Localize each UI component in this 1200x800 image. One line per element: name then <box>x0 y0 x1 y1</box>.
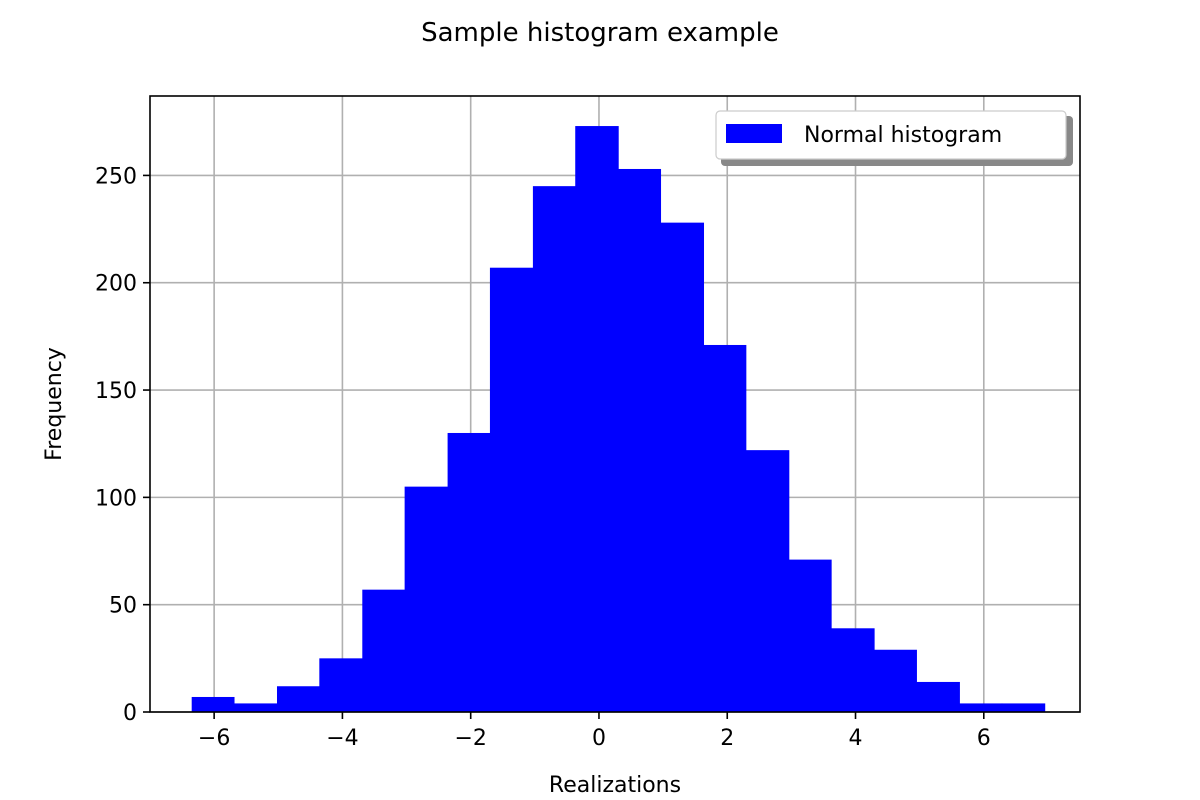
x-tick-label: 2 <box>720 726 734 751</box>
histogram-bar <box>489 267 534 712</box>
y-tick-label: 0 <box>123 701 137 726</box>
legend-box <box>715 110 1067 160</box>
histogram-bar <box>874 649 917 712</box>
histogram-bar <box>1001 703 1046 712</box>
histogram-bar <box>959 703 1003 712</box>
histogram-bar <box>575 126 619 713</box>
histogram-bar <box>703 344 747 712</box>
y-tick-label: 250 <box>95 164 137 189</box>
x-tick-label: −6 <box>198 726 230 751</box>
histogram-bar <box>532 186 576 712</box>
legend-swatch <box>726 124 782 143</box>
x-axis-ticks: −6 −4 −2 0 2 4 6 <box>198 712 991 751</box>
x-tick-label: 6 <box>977 726 991 751</box>
chart-title: Sample histogram example <box>421 18 779 48</box>
y-tick-label: 150 <box>95 379 137 404</box>
histogram-bar <box>447 432 491 712</box>
histogram-bar <box>745 450 790 712</box>
y-tick-label: 50 <box>109 594 137 619</box>
histogram-bar <box>916 681 960 712</box>
histogram-bar <box>831 628 875 712</box>
histogram-bar <box>404 486 449 712</box>
y-tick-label: 100 <box>95 486 137 511</box>
plot-area-frame <box>149 95 1081 713</box>
histogram-bar <box>362 589 406 712</box>
x-tick-label: −2 <box>454 726 486 751</box>
y-axis-ticks: 0 50 100 150 200 250 <box>95 164 150 726</box>
x-axis-title: Realizations <box>549 773 681 798</box>
y-axis-title: Frequency <box>42 347 67 461</box>
histogram-bar <box>191 696 235 712</box>
y-tick-label: 200 <box>95 272 137 297</box>
histogram-bar <box>319 658 363 712</box>
histogram-bar <box>234 703 278 712</box>
histogram-bars <box>191 126 1046 713</box>
histogram-bar <box>660 222 705 712</box>
histogram-bar <box>276 686 320 712</box>
x-tick-label: −4 <box>326 726 358 751</box>
histogram-bar <box>788 559 832 712</box>
x-tick-label: 0 <box>592 726 606 751</box>
legend-label: Normal histogram <box>804 123 1002 148</box>
histogram-bar <box>618 168 662 713</box>
x-tick-label: 4 <box>849 726 863 751</box>
legend: Normal histogram <box>715 110 1073 166</box>
